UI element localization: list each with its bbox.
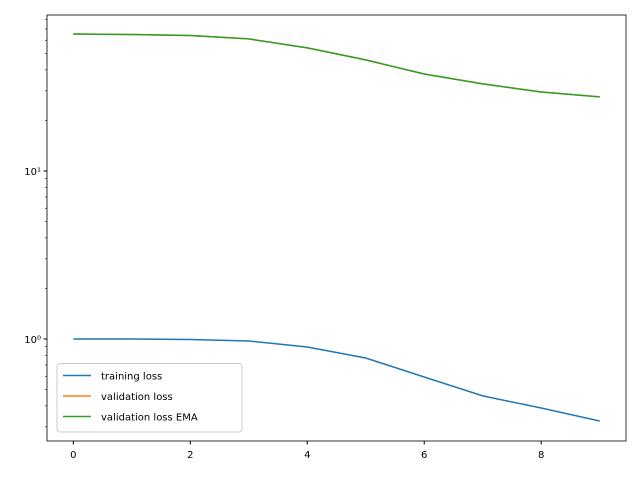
legend-label: validation loss — [101, 392, 173, 403]
series-line — [73, 338, 600, 422]
x-tick-label: 8 — [538, 450, 544, 461]
x-tick-label: 0 — [70, 450, 76, 461]
x-tick-label: 2 — [187, 450, 193, 461]
x-tick-label: 4 — [304, 450, 310, 461]
y-tick-label: 10¹ — [24, 167, 41, 178]
x-tick-label: 6 — [421, 450, 427, 461]
plot-area — [46, 14, 627, 442]
series-line — [73, 33, 600, 98]
series-line — [73, 33, 600, 98]
legend: training loss validation loss validation l… — [56, 363, 243, 433]
y-tick-label: 10⁰ — [24, 335, 41, 346]
legend-box — [56, 363, 243, 433]
legend-label: validation loss EMA — [101, 413, 198, 424]
legend-label: training loss — [101, 372, 162, 383]
